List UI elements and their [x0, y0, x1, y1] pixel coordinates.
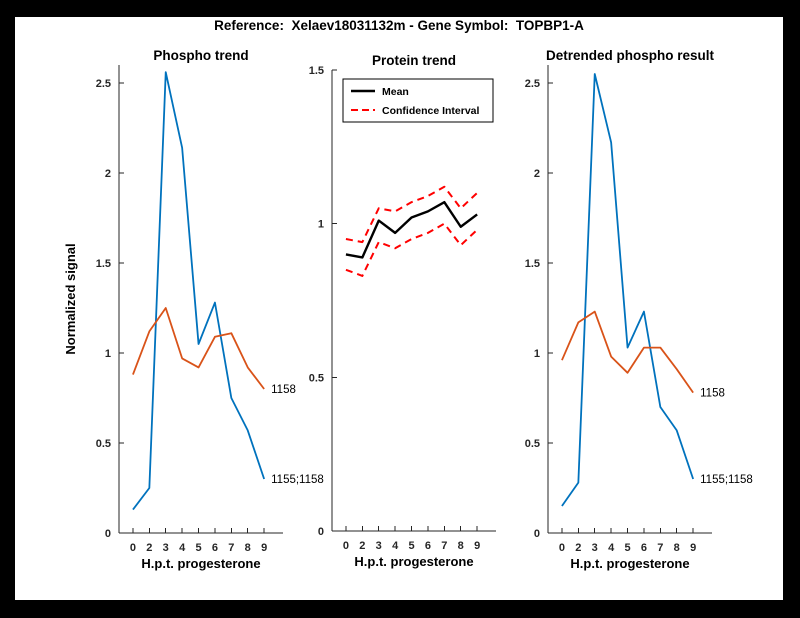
series-end-label-1158: 1158	[271, 384, 296, 396]
series-line-confidence-interval-upper	[345, 185, 478, 244]
y-tick-label: 2	[534, 168, 540, 180]
x-tick-label: 7	[228, 542, 234, 554]
x-axis-label: H.p.t. progesterone	[354, 554, 473, 569]
y-tick-label: 1	[105, 348, 111, 360]
y-tick-label: 1	[534, 348, 540, 360]
x-tick-label: 2	[359, 540, 365, 552]
series-end-label-1158: 1158	[700, 388, 725, 400]
subplot-title: Protein trend	[372, 53, 456, 68]
x-tick-label: 6	[641, 542, 647, 554]
series-line-1158	[132, 307, 265, 390]
y-tick-label: 1	[318, 219, 324, 231]
x-tick-label: 8	[458, 540, 464, 552]
x-tick-label: 3	[376, 540, 382, 552]
y-tick-label: 1.5	[96, 258, 111, 270]
x-tick-label: 5	[624, 542, 630, 554]
x-tick-label: 5	[408, 540, 414, 552]
x-tick-label: 9	[474, 540, 480, 552]
series-line-mean	[345, 200, 478, 259]
series-line-1155-1158	[132, 71, 265, 511]
y-tick-label: 2.5	[96, 78, 111, 90]
x-tick-label: 4	[179, 542, 186, 554]
series-line-confidence-interval-lower	[345, 222, 478, 277]
y-tick-label: 2	[105, 168, 111, 180]
y-tick-label: 0	[534, 528, 540, 540]
legend-item-label-mean: Mean	[382, 86, 409, 98]
figure-title: Reference: Xelaev18031132m - Gene Symbol…	[214, 18, 584, 33]
x-tick-label: 6	[212, 542, 218, 554]
x-tick-label: 0	[343, 540, 349, 552]
x-tick-label: 5	[195, 542, 201, 554]
x-tick-label: 4	[608, 542, 615, 554]
series-end-label-1155-1158: 1155;1158	[271, 474, 324, 486]
y-tick-label: 2.5	[525, 78, 540, 90]
x-tick-label: 6	[425, 540, 431, 552]
x-axis-label: H.p.t. progesterone	[570, 556, 689, 571]
legend-box	[342, 78, 494, 123]
x-tick-label: 0	[130, 542, 136, 554]
series-line-1155-1158	[561, 73, 694, 507]
x-tick-label: 8	[674, 542, 680, 554]
y-tick-label: 0.5	[309, 372, 324, 384]
y-tick-label: 0.5	[96, 438, 111, 450]
x-tick-label: 2	[575, 542, 581, 554]
x-tick-label: 9	[261, 542, 267, 554]
figure-canvas: Reference: Xelaev18031132m - Gene Symbol…	[15, 17, 783, 600]
subplot-title: Detrended phospho result	[546, 48, 715, 63]
x-tick-label: 7	[441, 540, 447, 552]
subplot-title: Phospho trend	[153, 48, 248, 63]
x-tick-label: 3	[163, 542, 169, 554]
series-line-1158	[561, 310, 694, 394]
y-tick-label: 1.5	[309, 65, 324, 77]
y-tick-label: 1.5	[525, 258, 540, 270]
y-tick-label: 0	[105, 528, 111, 540]
x-tick-label: 9	[690, 542, 696, 554]
y-tick-label: 0.5	[525, 438, 540, 450]
legend-item-label-confidence-interval: Confidence Interval	[382, 105, 480, 117]
x-tick-label: 2	[146, 542, 152, 554]
series-end-label-1155-1158: 1155;1158	[700, 474, 753, 486]
x-tick-label: 4	[392, 540, 399, 552]
x-tick-label: 7	[657, 542, 663, 554]
x-tick-label: 8	[245, 542, 251, 554]
y-axis-label: Normalized signal	[63, 243, 78, 354]
y-tick-label: 0	[318, 526, 324, 538]
x-tick-label: 3	[592, 542, 598, 554]
x-tick-label: 0	[559, 542, 565, 554]
x-axis-label: H.p.t. progesterone	[141, 556, 260, 571]
